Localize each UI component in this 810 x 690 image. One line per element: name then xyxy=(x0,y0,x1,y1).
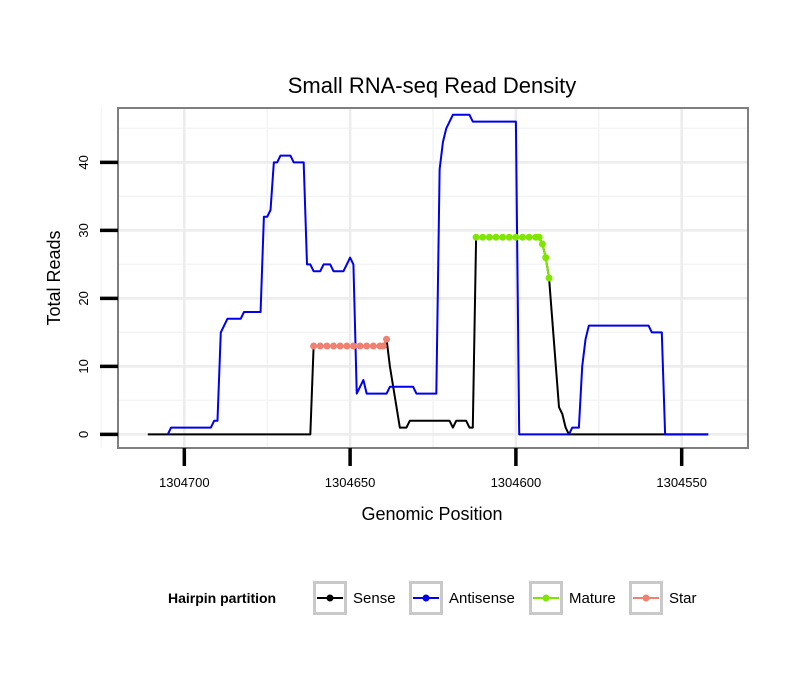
point-mature xyxy=(535,233,543,241)
point-mature xyxy=(485,233,493,241)
y-tick-label: 40 xyxy=(76,155,91,169)
point-mature xyxy=(512,233,520,241)
legend-key-point xyxy=(642,594,650,602)
point-mature xyxy=(525,233,533,241)
point-mature xyxy=(472,233,480,241)
x-axis-title: Genomic Position xyxy=(361,504,502,524)
point-star xyxy=(369,342,377,350)
point-mature xyxy=(492,233,500,241)
x-tick-label: 1304650 xyxy=(325,475,376,490)
legend-item-star: Star xyxy=(629,581,697,615)
legend: Hairpin partition Sense Antisense Mature St… xyxy=(168,581,697,615)
series-line-antisense xyxy=(166,113,709,436)
point-star xyxy=(310,342,318,350)
legend-label-star: Star xyxy=(669,590,697,607)
point-mature xyxy=(519,233,527,241)
point-mature xyxy=(542,254,550,262)
point-star xyxy=(349,342,357,350)
point-mature xyxy=(479,233,487,241)
point-star xyxy=(336,342,344,350)
legend-key-point xyxy=(326,594,334,602)
legend-item-sense: Sense xyxy=(313,581,396,615)
legend-item-antisense: Antisense xyxy=(409,581,515,615)
legend-title: Hairpin partition xyxy=(168,590,276,606)
point-star xyxy=(343,342,351,350)
x-tick-label: 1304600 xyxy=(491,475,542,490)
point-star xyxy=(383,335,391,343)
legend-item-mature: Mature xyxy=(529,581,616,615)
point-star xyxy=(323,342,331,350)
point-mature xyxy=(538,240,546,248)
legend-key-point xyxy=(422,594,430,602)
plot-border xyxy=(117,107,749,449)
point-star xyxy=(379,342,387,350)
chart-title: Small RNA-seq Read Density xyxy=(288,73,577,98)
x-axis: 1304700 1304650 1304600 1304550 xyxy=(159,448,707,490)
series-points xyxy=(310,233,553,350)
point-mature xyxy=(499,233,507,241)
point-star xyxy=(316,342,324,350)
x-tick-label: 1304700 xyxy=(159,475,210,490)
legend-label-sense: Sense xyxy=(353,590,396,607)
grid-lines xyxy=(100,108,748,448)
legend-label-mature: Mature xyxy=(569,590,616,607)
y-tick-label: 30 xyxy=(76,223,91,237)
y-axis-title: Total Reads xyxy=(44,230,64,325)
x-tick-label: 1304550 xyxy=(656,475,707,490)
y-tick-label: 0 xyxy=(76,431,91,438)
legend-label-antisense: Antisense xyxy=(449,590,515,607)
point-mature xyxy=(505,233,513,241)
y-tick-label: 10 xyxy=(76,359,91,373)
point-star xyxy=(363,342,371,350)
point-star xyxy=(356,342,364,350)
point-mature xyxy=(545,274,553,282)
y-axis: 0 10 20 30 40 xyxy=(76,155,118,438)
legend-key-point xyxy=(542,594,550,602)
point-star xyxy=(330,342,338,350)
y-tick-label: 20 xyxy=(76,291,91,305)
